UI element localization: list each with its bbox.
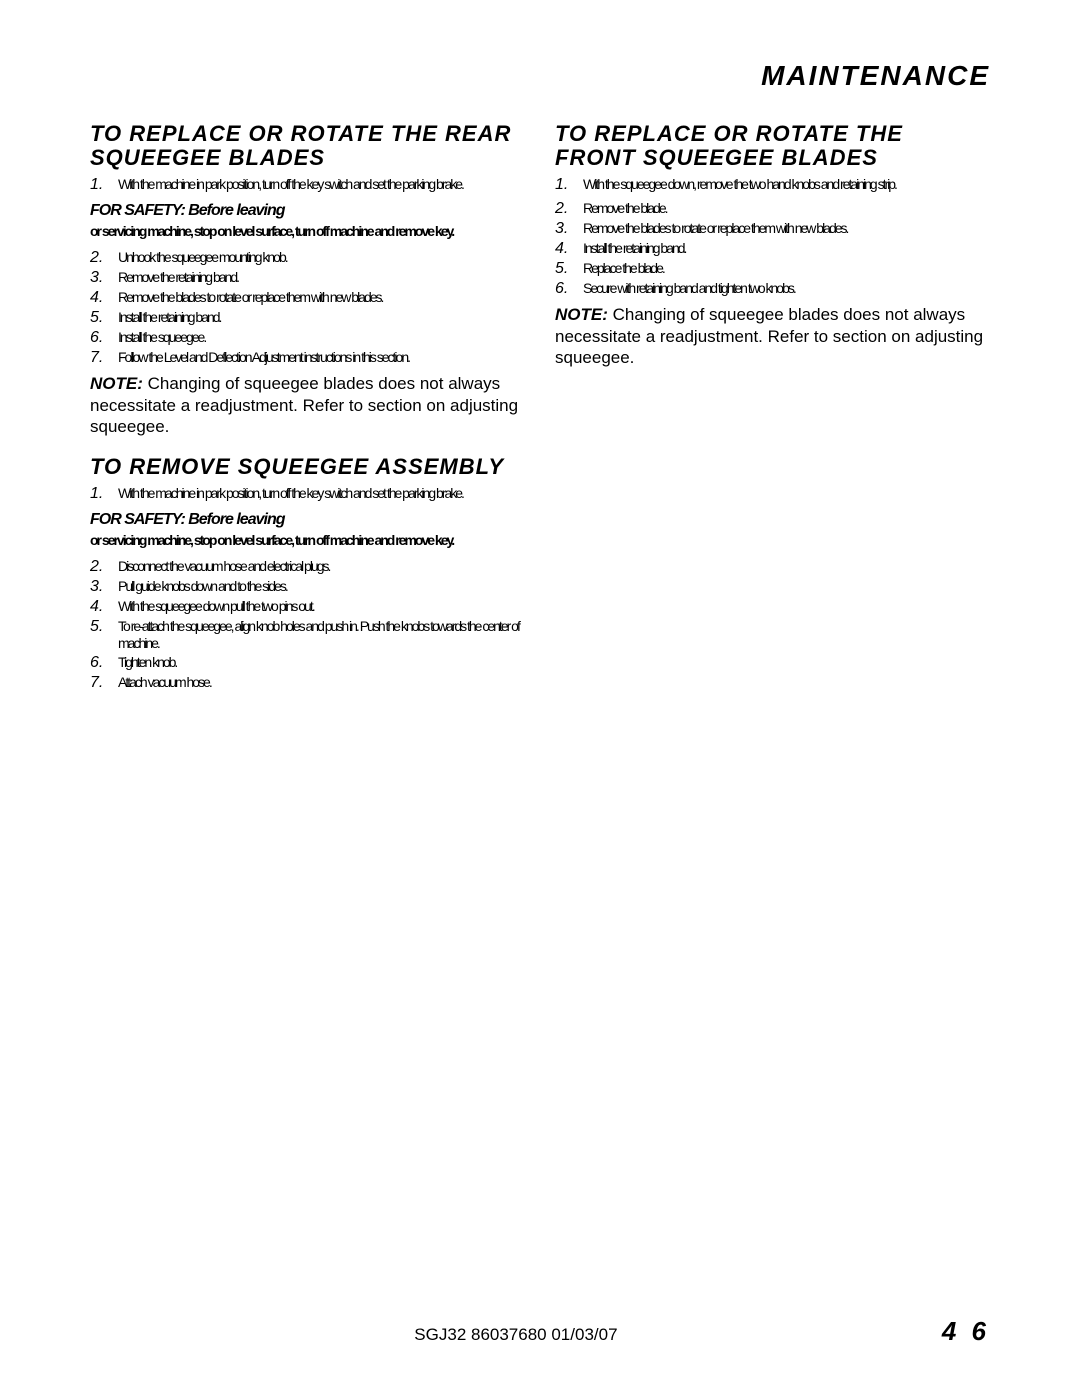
- content-columns: TO REPLACE OR ROTATE THE REAR SQUEEGEE B…: [90, 112, 990, 698]
- footer-code: SGJ32 86037680 01/03/07: [90, 1325, 942, 1345]
- step-text: Install the retaining band.: [118, 309, 220, 326]
- step-text: Remove the retaining band.: [118, 269, 238, 286]
- list-item: 6.Secure with retaining band and tighten…: [555, 280, 990, 298]
- step-number: 6.: [90, 329, 118, 347]
- step-number: 5.: [90, 309, 118, 327]
- list-item: 2.Unhook the squeegee mounting knob.: [90, 249, 525, 267]
- note-text: Changing of squeegee blades does not alw…: [90, 374, 518, 436]
- step-text: Remove the blades to rotate or replace t…: [118, 289, 382, 306]
- step-text: Remove the blade.: [583, 200, 667, 217]
- step-number: 3.: [90, 578, 118, 596]
- remove-steps: 2.Disconnect the vacuum hose and electri…: [90, 558, 525, 692]
- step-text: With the machine in park position, turn …: [118, 485, 463, 502]
- list-item: 3.Pull guide knobs down and to the sides…: [90, 578, 525, 596]
- step-text: With the squeegee down pull the two pins…: [118, 598, 314, 615]
- list-item: 4.Remove the blades to rotate or replace…: [90, 289, 525, 307]
- step-text: With the squeegee down, remove the two h…: [583, 176, 896, 193]
- list-item: 1. With the machine in park position, tu…: [90, 176, 525, 194]
- section-heading-remove: TO REMOVE SQUEEGEE ASSEMBLY: [90, 455, 525, 479]
- remove-pre-steps: 1. With the machine in park position, tu…: [90, 485, 525, 503]
- list-item: 3.Remove the retaining band.: [90, 269, 525, 287]
- list-item: 1. With the machine in park position, tu…: [90, 485, 525, 503]
- list-item: 6.Install the squeegee.: [90, 329, 525, 347]
- step-text: Pull guide knobs down and to the sides.: [118, 578, 287, 595]
- step-text: Secure with retaining band and tighten t…: [583, 280, 795, 297]
- step-number: 2.: [90, 558, 118, 576]
- list-item: 5.Install the retaining band.: [90, 309, 525, 327]
- note-rear: NOTE: Changing of squeegee blades does n…: [90, 373, 525, 437]
- step-text: Remove the blades to rotate or replace t…: [583, 220, 847, 237]
- rear-pre-steps: 1. With the machine in park position, tu…: [90, 176, 525, 194]
- list-item: 2.Disconnect the vacuum hose and electri…: [90, 558, 525, 576]
- note-front: NOTE: Changing of squeegee blades does n…: [555, 304, 990, 368]
- step-text: With the machine in park position, turn …: [118, 176, 463, 193]
- step-number: 6.: [90, 654, 118, 672]
- rear-steps: 2.Unhook the squeegee mounting knob. 3.R…: [90, 249, 525, 367]
- step-number: 2.: [90, 249, 118, 267]
- step-text: Replace the blade.: [583, 260, 664, 277]
- front-steps: 2.Remove the blade. 3.Remove the blades …: [555, 200, 990, 298]
- list-item: 5.To re-attach the squeegee, align knob …: [90, 618, 525, 652]
- step-number: 6.: [555, 280, 583, 298]
- safety-heading: FOR SAFETY: Before leaving: [90, 511, 525, 529]
- step-text: To re-attach the squeegee, align knob ho…: [118, 618, 525, 652]
- list-item: 4.Install the retaining band.: [555, 240, 990, 258]
- list-item: 4.With the squeegee down pull the two pi…: [90, 598, 525, 616]
- step-number: 4.: [90, 289, 118, 307]
- list-item: 1. With the squeegee down, remove the tw…: [555, 176, 990, 194]
- step-number: 2.: [555, 200, 583, 218]
- section-heading-front: TO REPLACE OR ROTATE THE FRONT SQUEEGEE …: [555, 122, 990, 170]
- step-text: Attach vacuum hose.: [118, 674, 211, 691]
- step-text: Install the squeegee.: [118, 329, 205, 346]
- step-number: 5.: [90, 618, 118, 636]
- front-pre-steps: 1. With the squeegee down, remove the tw…: [555, 176, 990, 194]
- note-text: Changing of squeegee blades does not alw…: [555, 305, 983, 367]
- list-item: 7.Attach vacuum hose.: [90, 674, 525, 692]
- left-column: TO REPLACE OR ROTATE THE REAR SQUEEGEE B…: [90, 112, 525, 698]
- list-item: 2.Remove the blade.: [555, 200, 990, 218]
- list-item: 3.Remove the blades to rotate or replace…: [555, 220, 990, 238]
- step-number: 4.: [555, 240, 583, 258]
- safety-heading: FOR SAFETY: Before leaving: [90, 202, 525, 220]
- step-number: 5.: [555, 260, 583, 278]
- step-text: Follow the Level and Deflection Adjustme…: [118, 349, 409, 366]
- note-label: NOTE:: [555, 305, 608, 324]
- step-text: Install the retaining band.: [583, 240, 685, 257]
- page-title: MAINTENANCE: [90, 60, 990, 92]
- step-number: 3.: [90, 269, 118, 287]
- list-item: 5.Replace the blade.: [555, 260, 990, 278]
- step-text: Disconnect the vacuum hose and electrica…: [118, 558, 329, 575]
- safety-body: or servicing machine, stop on level surf…: [90, 533, 525, 548]
- step-number: 1.: [90, 176, 118, 194]
- list-item: 6.Tighten knob.: [90, 654, 525, 672]
- note-label: NOTE:: [90, 374, 143, 393]
- step-number: 1.: [90, 485, 118, 503]
- right-column: TO REPLACE OR ROTATE THE FRONT SQUEEGEE …: [555, 112, 990, 698]
- step-text: Tighten knob.: [118, 654, 176, 671]
- page-footer: SGJ32 86037680 01/03/07 4 6: [0, 1316, 1080, 1347]
- list-item: 7.Follow the Level and Deflection Adjust…: [90, 349, 525, 367]
- step-number: 3.: [555, 220, 583, 238]
- section-heading-rear: TO REPLACE OR ROTATE THE REAR SQUEEGEE B…: [90, 122, 525, 170]
- step-number: 7.: [90, 674, 118, 692]
- step-text: Unhook the squeegee mounting knob.: [118, 249, 287, 266]
- page-number: 4 6: [942, 1316, 990, 1347]
- step-number: 7.: [90, 349, 118, 367]
- step-number: 1.: [555, 176, 583, 194]
- safety-body: or servicing machine, stop on level surf…: [90, 224, 525, 239]
- step-number: 4.: [90, 598, 118, 616]
